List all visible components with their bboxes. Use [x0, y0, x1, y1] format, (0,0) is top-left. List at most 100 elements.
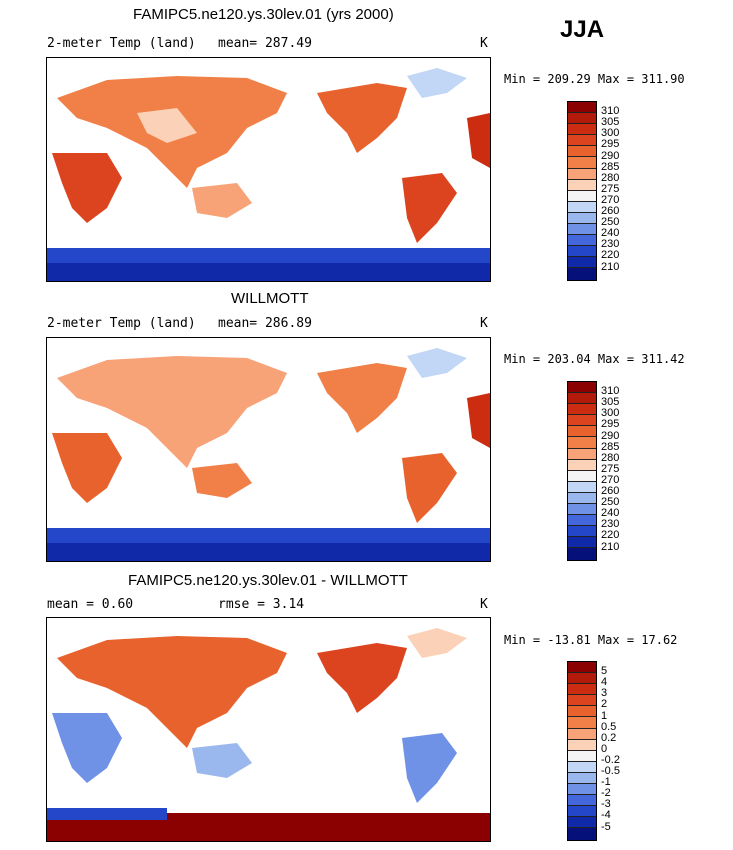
south-america-region: [402, 173, 457, 243]
colorbar-box: [568, 268, 596, 280]
colorbar-tick-label: 270: [601, 193, 620, 206]
colorbar-tick-label: 2: [601, 698, 608, 711]
panel3-units: K: [480, 597, 488, 612]
colorbar-tick-label: 295: [601, 138, 620, 151]
colorbar-box: [568, 470, 596, 482]
colorbar-box: [568, 393, 596, 405]
australia-region: [192, 183, 252, 218]
colorbar-tick-label: 230: [601, 518, 620, 531]
colorbar-tick-label: 0.5: [601, 720, 617, 733]
colorbar-box: [568, 761, 596, 773]
colorbar-tick-label: -5: [601, 820, 611, 833]
colorbar-tick-label: 300: [601, 127, 620, 140]
panel2-units: K: [480, 316, 488, 331]
colorbar-box: [568, 190, 596, 202]
panel2-minmax: Min = 203.04 Max = 311.42: [504, 352, 685, 366]
colorbar-tick-label: 280: [601, 171, 620, 184]
panel1-mean-label: mean= 287.49: [218, 36, 312, 51]
panel3-rmse-label: rmse = 3.14: [218, 597, 305, 612]
panel2-variable-label: 2-meter Temp (land): [47, 316, 196, 331]
colorbar-box: [568, 437, 596, 449]
colorbar-box: [568, 526, 596, 538]
colorbar-box: [568, 492, 596, 505]
colorbar-box: [568, 784, 596, 796]
colorbar-box: [568, 146, 596, 158]
colorbar-tick-label: 305: [601, 116, 620, 129]
colorbar-box: [568, 224, 596, 236]
colorbar-box: [568, 113, 596, 125]
panel1-units: K: [480, 36, 488, 51]
colorbar-box: [568, 662, 596, 674]
north-america-region: [317, 83, 407, 153]
colorbar-box: [568, 817, 596, 829]
colorbar-box: [568, 212, 596, 225]
colorbar-box: [568, 515, 596, 527]
colorbar-box: [568, 537, 596, 549]
colorbar-box: [568, 504, 596, 516]
colorbar-tick-label: 300: [601, 407, 620, 420]
colorbar-tick-label: 240: [601, 507, 620, 520]
colorbar-box: [568, 426, 596, 438]
colorbar-box: [568, 179, 596, 191]
colorbar-box: [568, 772, 596, 785]
colorbar-box: [568, 728, 596, 740]
colorbar-tick-label: -1: [601, 776, 611, 789]
colorbar-tick-label: 310: [601, 385, 620, 398]
colorbar-box: [568, 235, 596, 247]
panel3-map: [46, 617, 491, 842]
colorbar-box: [568, 695, 596, 707]
colorbar-tick-label: 5: [601, 665, 608, 678]
colorbar-box: [568, 548, 596, 560]
colorbar-tick-label: 285: [601, 440, 620, 453]
colorbar-tick-label: 210: [601, 260, 620, 273]
colorbar-box: [568, 750, 596, 762]
colorbar-box: [568, 795, 596, 807]
colorbar-tick-label: -3: [601, 798, 611, 811]
colorbar-tick-label: 240: [601, 227, 620, 240]
colorbar-box: [568, 404, 596, 416]
colorbar-tick-label: 275: [601, 462, 620, 475]
colorbar-tick-label: 4: [601, 676, 608, 689]
colorbar-tick-label: 210: [601, 540, 620, 553]
panel3-title: FAMIPC5.ne120.ys.30lev.01 - WILLMOTT: [128, 572, 408, 589]
colorbar-tick-label: 280: [601, 451, 620, 464]
colorbar-tick-label: -0.2: [601, 753, 620, 766]
colorbar-box: [568, 157, 596, 169]
colorbar-tick-label: 290: [601, 429, 620, 442]
colorbar-box: [568, 481, 596, 493]
colorbar-box: [568, 201, 596, 213]
colorbar-box: [568, 102, 596, 114]
panel2-title: WILLMOTT: [231, 290, 309, 307]
panel1-title: FAMIPC5.ne120.ys.30lev.01 (yrs 2000): [133, 6, 394, 23]
panel3-colorbar: [567, 661, 597, 841]
colorbar-tick-label: 250: [601, 496, 620, 509]
colorbar-box: [568, 739, 596, 751]
colorbar-tick-label: -2: [601, 787, 611, 800]
colorbar-tick-label: 220: [601, 249, 620, 262]
colorbar-box: [568, 828, 596, 840]
colorbar-box: [568, 168, 596, 180]
colorbar-tick-label: -4: [601, 809, 611, 822]
season-label: JJA: [560, 16, 605, 43]
colorbar-box: [568, 717, 596, 729]
colorbar-box: [568, 124, 596, 136]
colorbar-box: [568, 257, 596, 269]
colorbar-tick-label: 275: [601, 182, 620, 195]
panel3-mean-label: mean = 0.60: [47, 597, 134, 612]
colorbar-tick-label: 290: [601, 149, 620, 162]
colorbar-tick-label: 295: [601, 418, 620, 431]
africa-region: [52, 153, 122, 223]
colorbar-tick-label: 260: [601, 485, 620, 497]
panel1-variable-label: 2-meter Temp (land): [47, 36, 196, 51]
colorbar-tick-label: 230: [601, 238, 620, 251]
colorbar-tick-label: 250: [601, 216, 620, 229]
panel1-map: [46, 57, 491, 282]
colorbar-box: [568, 673, 596, 685]
colorbar-box: [568, 448, 596, 460]
colorbar-tick-label: 260: [601, 205, 620, 217]
colorbar-tick-label: 310: [601, 105, 620, 118]
colorbar-box: [568, 806, 596, 818]
colorbar-box: [568, 684, 596, 696]
colorbar-tick-label: 220: [601, 529, 620, 542]
colorbar-box: [568, 706, 596, 718]
